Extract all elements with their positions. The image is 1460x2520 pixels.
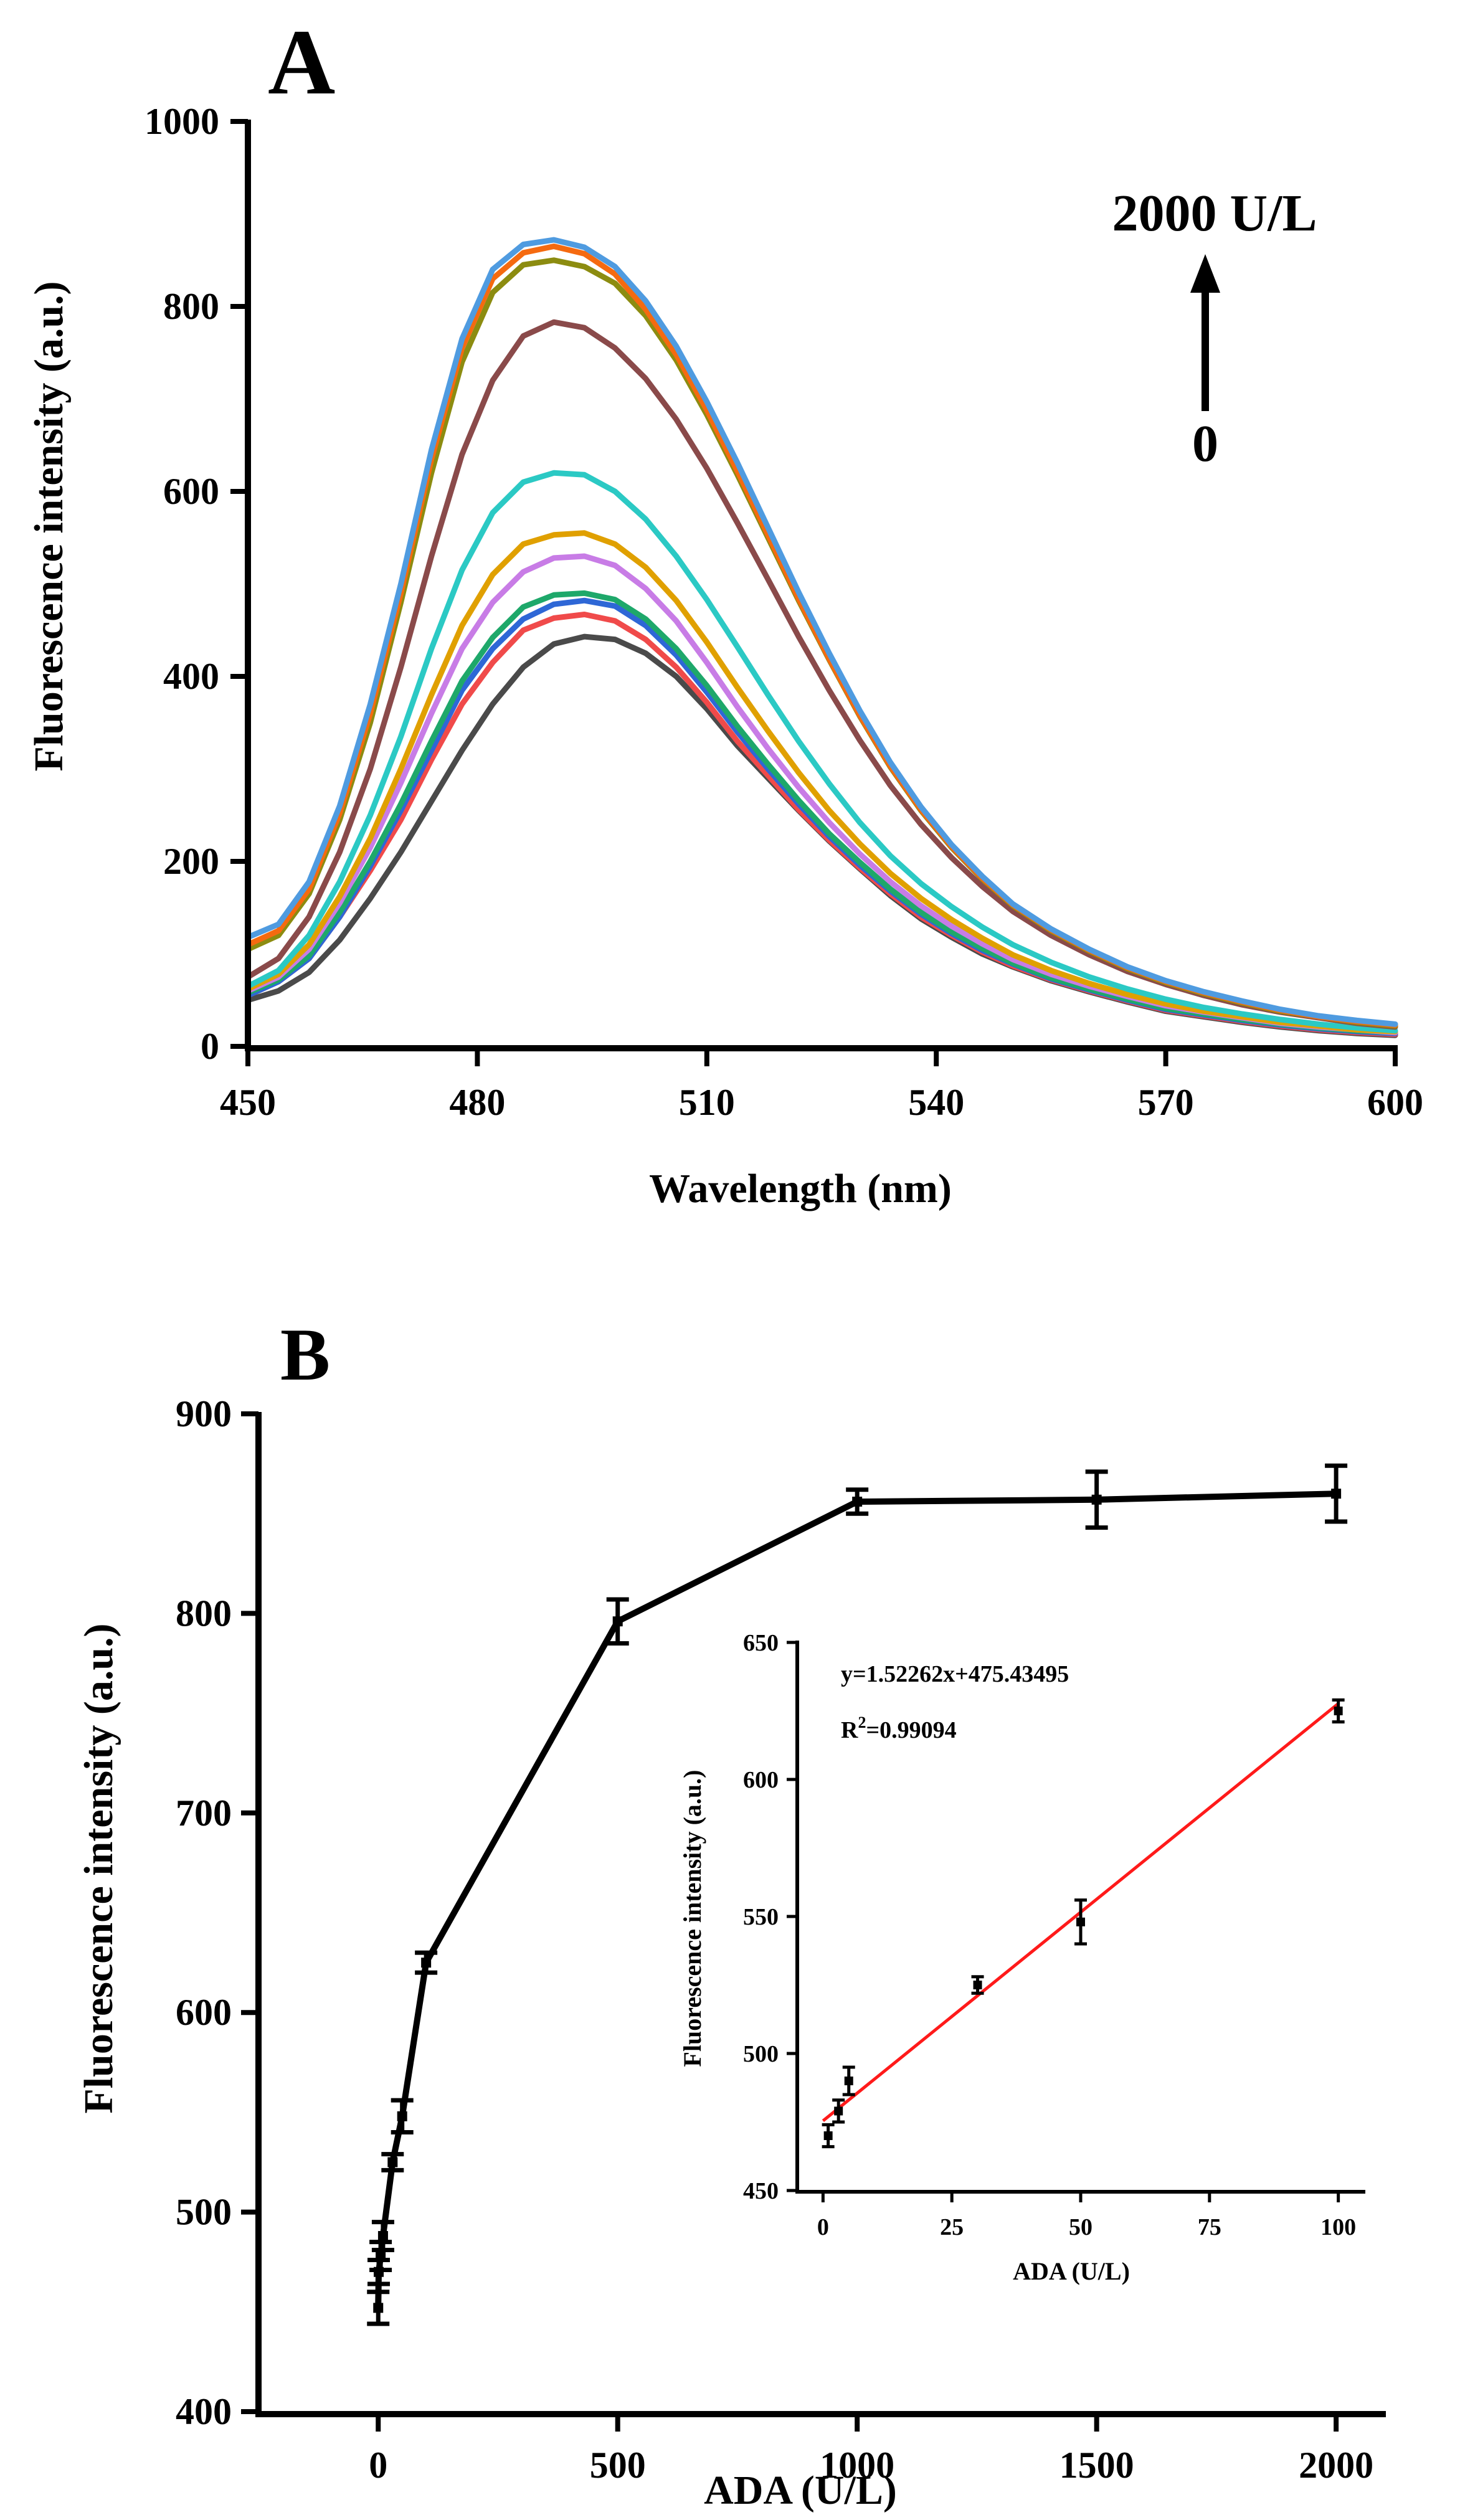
annotation-0-label: 0 xyxy=(1192,415,1218,473)
inset-xtick-label: 0 xyxy=(817,2214,829,2240)
panel-a-xtick-label: 570 xyxy=(1138,1082,1194,1123)
inset-point xyxy=(1076,1917,1085,1926)
panel-b-ytick-label: 800 xyxy=(176,1593,232,1634)
panel-b-point xyxy=(421,1958,432,1968)
inset-point xyxy=(834,2106,843,2116)
panel-a-chart: 450 480 510 540 570 600 0 200 400 600 800 1000 Fluo… xyxy=(26,101,1423,1211)
panel-b-point xyxy=(377,2231,388,2242)
inset-errorbar xyxy=(832,2098,845,2124)
panel-b-ytick-label: 500 xyxy=(176,2192,232,2233)
panel-b-point xyxy=(1331,1489,1342,1499)
inset-point xyxy=(823,2131,833,2140)
panel-a-ylabel: Fluorescence intensity (a.u.) xyxy=(26,281,72,771)
panel-a-xtick-label: 450 xyxy=(220,1082,276,1123)
annotation-2000-label: 2000 U/L xyxy=(1112,184,1317,242)
panel-label-a: A xyxy=(268,11,335,114)
inset-ytick-label: 550 xyxy=(743,1904,779,1930)
inset-xtick-label: 75 xyxy=(1198,2214,1221,2240)
up-arrow-icon xyxy=(1190,254,1220,411)
panel-b-point xyxy=(1091,1494,1102,1505)
inset-data xyxy=(822,1698,1345,2149)
panel-a-ytick-label: 800 xyxy=(163,286,219,327)
panel-b-ytick-label: 600 xyxy=(176,1992,232,2033)
panel-b-data xyxy=(367,1463,1348,2326)
inset-xtick-label: 25 xyxy=(940,2214,964,2240)
panel-b-xtick-label: 1000 xyxy=(820,2445,894,2486)
panel-b-errorbar xyxy=(1325,1463,1348,1524)
panel-a-xlabel: Wavelength (nm) xyxy=(649,1166,952,1211)
panel-b-xtick-label: 0 xyxy=(369,2445,387,2486)
inset-point xyxy=(1334,1707,1343,1715)
panel-b-ytick-label: 400 xyxy=(176,2391,232,2432)
panel-b-errorbar xyxy=(415,1950,438,1975)
spectra-curves xyxy=(245,237,1398,1038)
panel-b-point xyxy=(373,2303,384,2313)
panel-b-xtick-label: 500 xyxy=(590,2445,646,2486)
panel-a-ytick-label: 200 xyxy=(163,841,219,882)
panel-b-ytick-label: 700 xyxy=(176,1793,232,1834)
spectrum-line-7 xyxy=(245,470,1398,1034)
panel-b-xlabel: ADA (U/L) xyxy=(704,2468,897,2513)
inset-xtick-label: 100 xyxy=(1320,2214,1356,2240)
panel-b-ytick-label: 900 xyxy=(176,1393,232,1434)
panel-a-xtick-label: 480 xyxy=(449,1082,505,1123)
inset-ytick-label: 500 xyxy=(743,2041,779,2067)
spectrum-line-5 xyxy=(245,553,1398,1036)
inset-errorbar xyxy=(1332,1698,1345,1724)
panel-b-errorbar xyxy=(606,1597,629,1646)
panel-b-errorbar xyxy=(371,2220,394,2252)
panel-b-point xyxy=(852,1496,863,1507)
inset-errorbar xyxy=(971,1975,984,1995)
panel-b-point xyxy=(397,2111,407,2121)
spectrum-line-6 xyxy=(245,530,1398,1035)
panel-a-xtick-label: 510 xyxy=(679,1082,735,1123)
panel-b-inset: 0 25 50 75 100 450 500 550 600 650 y=1.52262x+475… xyxy=(678,1630,1365,2285)
inset-xlabel: ADA (U/L) xyxy=(1013,2257,1130,2285)
panel-b-point xyxy=(387,2157,398,2167)
panel-b-axes xyxy=(255,1412,1386,2417)
inset-point xyxy=(973,1981,982,1989)
panel-b-errorbar xyxy=(1085,1469,1108,1530)
panel-a-ytick-label: 1000 xyxy=(145,101,219,142)
panel-a-xtick-label: 600 xyxy=(1367,1082,1423,1123)
panel-b-errorbar xyxy=(391,2098,414,2134)
inset-ytick-label: 650 xyxy=(743,1630,779,1656)
panel-b-errorbar xyxy=(846,1487,869,1516)
inset-errorbar xyxy=(822,2123,835,2149)
panel-a-axes xyxy=(245,120,1398,1051)
inset-ticks: 0 25 50 75 100 450 500 550 600 650 xyxy=(743,1630,1356,2240)
inset-ytick-label: 450 xyxy=(743,2178,779,2204)
spectrum-line-11 xyxy=(245,237,1398,1027)
inset-equation: y=1.52262x+475.43495 xyxy=(841,1661,1069,1687)
panel-b-errorbar xyxy=(367,2290,390,2326)
panel-a-ytick-label: 600 xyxy=(163,471,219,512)
panel-label-b: B xyxy=(280,1313,330,1396)
panel-b-point xyxy=(376,2251,386,2262)
panel-b-errorbar xyxy=(381,2152,404,2172)
panel-a-ytick-label: 400 xyxy=(163,656,219,697)
inset-errorbar xyxy=(842,2065,855,2096)
inset-point xyxy=(844,2077,853,2085)
panel-a-ytick-label: 0 xyxy=(201,1026,219,1067)
panel-b-xtick-label: 2000 xyxy=(1299,2445,1373,2486)
panel-b-xtick-label: 1500 xyxy=(1059,2445,1134,2486)
panel-b-ylabel: Fluorescence intensity (a.u.) xyxy=(76,1623,121,2113)
panel-b-line xyxy=(375,1490,1337,2308)
panel-b-point xyxy=(612,1616,623,1627)
panel-a-xtick-label: 540 xyxy=(908,1082,964,1123)
panel-b-errorbar xyxy=(369,2240,392,2273)
inset-r2: R2=0.99094 xyxy=(841,1713,957,1743)
inset-errorbar xyxy=(1074,1898,1087,1946)
inset-ylabel: Fluorescence intensity (a.u.) xyxy=(678,1770,706,2067)
inset-xtick-label: 50 xyxy=(1069,2214,1093,2240)
panel-a-ticks: 450 480 510 540 570 600 0 200 400 600 800 1000 xyxy=(145,101,1423,1123)
inset-ytick-label: 600 xyxy=(743,1767,779,1793)
